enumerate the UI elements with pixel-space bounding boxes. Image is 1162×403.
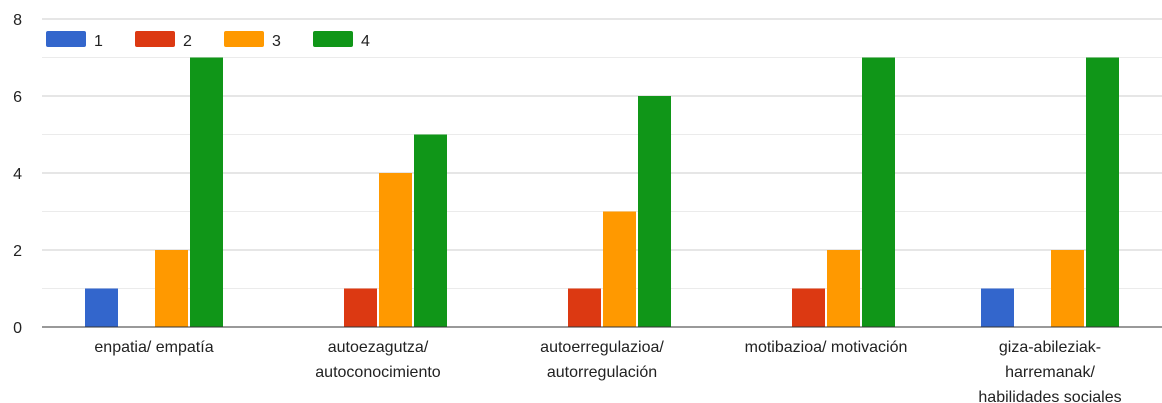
y-tick-label: 6 (13, 89, 22, 106)
x-category-label-line: autoerregulazioa/ (540, 339, 664, 356)
x-category-label: autoezagutza/autoconocimiento (315, 339, 441, 381)
legend-swatch-3 (224, 31, 264, 47)
bar-series-4 (862, 57, 895, 327)
bar-series-3 (603, 211, 636, 327)
legend-swatch-2 (135, 31, 175, 47)
bar-series-3 (1051, 250, 1084, 327)
bar-series-2 (568, 288, 601, 327)
bar-series-2 (344, 288, 377, 327)
bar-series-3 (155, 250, 188, 327)
bar-series-4 (638, 96, 671, 327)
x-category-label-line: motibazioa/ motivación (745, 339, 908, 356)
x-category-label: autoerregulazioa/autorregulación (540, 339, 664, 381)
bar-series-1 (981, 288, 1014, 327)
bar-series-2 (792, 288, 825, 327)
legend-label: 2 (183, 33, 192, 50)
legend-label: 1 (94, 33, 103, 50)
y-tick-label: 4 (13, 166, 22, 183)
x-category-label: motibazioa/ motivación (745, 339, 908, 356)
legend-swatch-4 (313, 31, 353, 47)
axes: 0 2 4 6 8 enpatia/ empatía autoezagutza/autoco… (13, 12, 1162, 403)
legend-label: 4 (361, 33, 370, 50)
bars (85, 57, 1119, 327)
bar-series-4 (190, 57, 223, 327)
x-category-label-line: enpatia/ empatía (94, 339, 213, 356)
y-tick-label: 0 (13, 320, 22, 337)
x-category-label-line: habilidades sociales (978, 389, 1121, 403)
y-tick-label: 8 (13, 12, 22, 29)
bar-series-4 (1086, 57, 1119, 327)
x-category-label: giza-abileziak-harremanak/habilidades so… (978, 339, 1121, 403)
x-category-label-line: harremanak/ (1005, 364, 1095, 381)
x-category-label-line: autoezagutza/ (328, 339, 429, 356)
x-category-label-line: autoconocimiento (315, 364, 441, 381)
bar-series-4 (414, 134, 447, 327)
grid-lines (42, 18, 1162, 289)
legend-label: 3 (272, 33, 281, 50)
x-category-label-line: giza-abileziak- (999, 339, 1101, 356)
x-category-label: enpatia/ empatía (94, 339, 213, 356)
x-category-label-line: autorregulación (547, 364, 657, 381)
bar-series-3 (827, 250, 860, 327)
bar-series-3 (379, 173, 412, 327)
bar-series-1 (85, 288, 118, 327)
legend: 1 2 3 4 (46, 31, 370, 50)
y-tick-label: 2 (13, 243, 22, 260)
legend-swatch-1 (46, 31, 86, 47)
